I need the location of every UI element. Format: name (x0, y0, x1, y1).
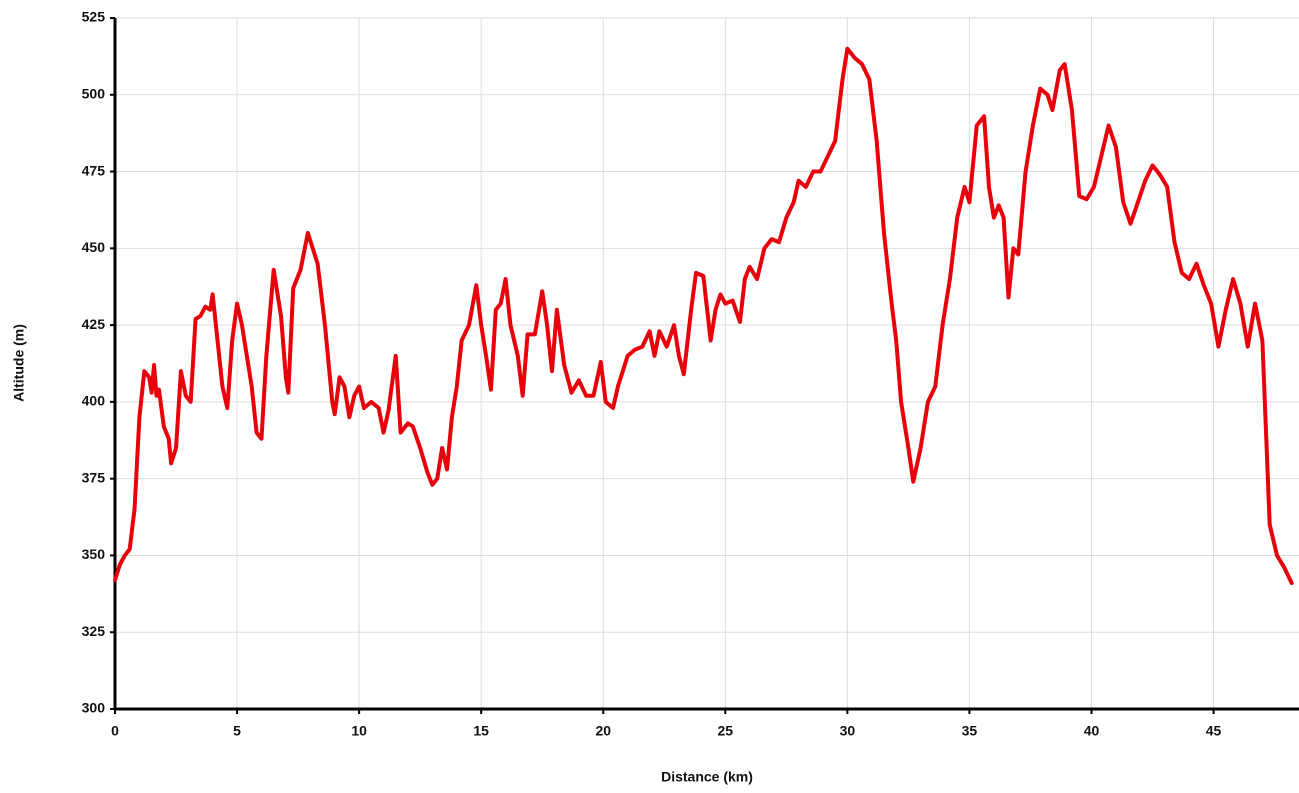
y-tick-label: 325 (82, 623, 106, 639)
y-tick-label: 525 (82, 9, 106, 25)
y-tick-label: 400 (82, 393, 106, 409)
altitude-line (113, 46, 1294, 586)
x-tick-label: 10 (351, 723, 367, 739)
y-tick-label: 450 (82, 239, 106, 255)
y-tick-label: 375 (82, 469, 106, 485)
y-tick-label: 425 (82, 316, 106, 332)
y-tick-label: 350 (82, 546, 106, 562)
x-tick-label: 40 (1084, 723, 1100, 739)
y-tick-label: 500 (82, 85, 106, 101)
y-tick-label: 300 (82, 700, 106, 716)
x-axis-title: Distance (km) (661, 769, 753, 785)
x-tick-label: 0 (111, 723, 119, 739)
y-tick-label: 475 (82, 162, 106, 178)
x-tick-label: 15 (473, 723, 489, 739)
x-tick-label: 45 (1206, 723, 1222, 739)
x-tick-label: 30 (840, 723, 856, 739)
x-tick-label: 25 (718, 723, 734, 739)
x-tick-label: 5 (233, 723, 241, 739)
x-tick-label: 20 (595, 723, 611, 739)
x-tick-label: 35 (962, 723, 978, 739)
y-axis-title: Altitude (m) (11, 324, 27, 402)
